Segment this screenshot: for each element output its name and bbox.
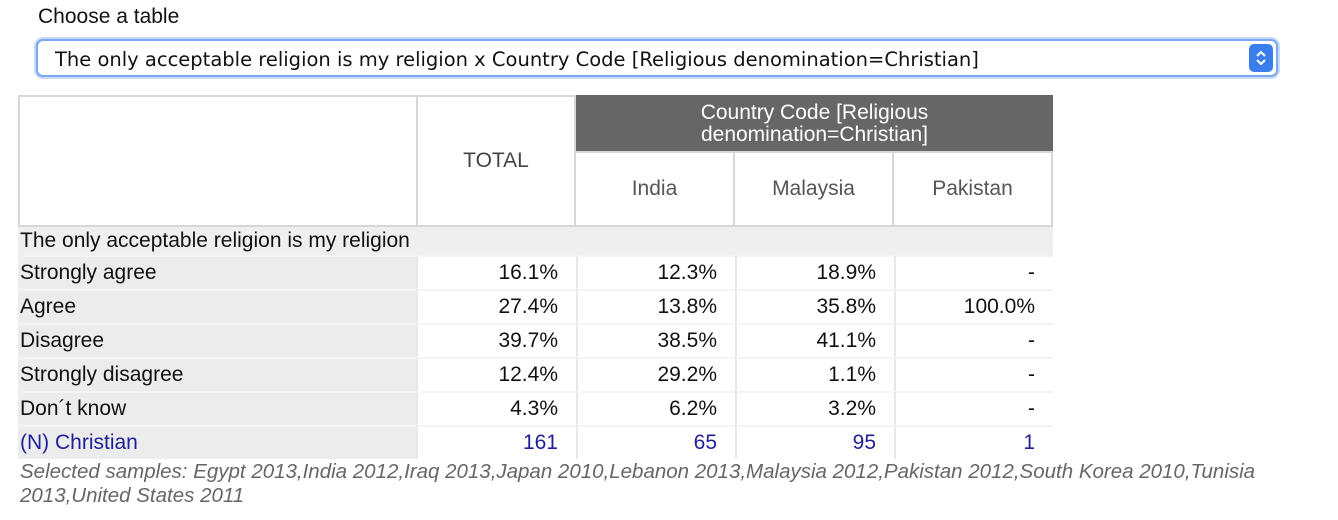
n-total: 161: [416, 425, 576, 459]
n-pakistan: 1: [894, 425, 1053, 459]
row-label: Strongly disagree: [18, 357, 416, 391]
row-label: Agree: [18, 289, 416, 323]
n-row-label: (N) Christian: [18, 425, 416, 459]
table-select-value: The only acceptable religion is my relig…: [55, 48, 979, 71]
table-row: Disagree 39.7% 38.5% 41.1% -: [18, 323, 1053, 357]
country-group-header-text: Country Code [Religious denomination=Chr…: [700, 101, 929, 146]
country-group-header: Country Code [Religious denomination=Chr…: [576, 95, 1053, 151]
cell-malaysia: 18.9%: [735, 255, 894, 289]
cell-pakistan: -: [894, 391, 1053, 425]
column-header-pakistan: Pakistan: [894, 151, 1053, 225]
row-label: Strongly agree: [18, 255, 416, 289]
column-header-india: India: [576, 151, 735, 225]
cell-total: 39.7%: [416, 323, 576, 357]
row-label: Disagree: [18, 323, 416, 357]
cell-india: 6.2%: [576, 391, 735, 425]
crosstab-table: TOTAL Country Code [Religious denominati…: [18, 95, 1053, 459]
cell-pakistan: -: [894, 323, 1053, 357]
selected-samples-note: Selected samples: Egypt 2013,India 2012,…: [20, 460, 1256, 507]
chevron-up-down-icon[interactable]: [1249, 44, 1273, 72]
table-row: Agree 27.4% 13.8% 35.8% 100.0%: [18, 289, 1053, 323]
choose-table-label: Choose a table: [38, 5, 180, 28]
cell-total: 12.4%: [416, 357, 576, 391]
cell-india: 29.2%: [576, 357, 735, 391]
cell-india: 38.5%: [576, 323, 735, 357]
cell-pakistan: -: [894, 357, 1053, 391]
cell-total: 27.4%: [416, 289, 576, 323]
variable-label-row: The only acceptable religion is my relig…: [18, 225, 1053, 255]
n-count-row: (N) Christian 161 65 95 1: [18, 425, 1053, 459]
cell-malaysia: 41.1%: [735, 323, 894, 357]
table-row: Don´t know 4.3% 6.2% 3.2% -: [18, 391, 1053, 425]
n-malaysia: 95: [735, 425, 894, 459]
table-row: Strongly disagree 12.4% 29.2% 1.1% -: [18, 357, 1053, 391]
column-header-malaysia: Malaysia: [735, 151, 894, 225]
total-column-header: TOTAL: [416, 95, 576, 225]
table-select[interactable]: The only acceptable religion is my relig…: [36, 39, 1278, 77]
cell-malaysia: 3.2%: [735, 391, 894, 425]
cell-pakistan: 100.0%: [894, 289, 1053, 323]
row-label: Don´t know: [18, 391, 416, 425]
n-india: 65: [576, 425, 735, 459]
cell-malaysia: 35.8%: [735, 289, 894, 323]
cell-total: 16.1%: [416, 255, 576, 289]
table-row: Strongly agree 16.1% 12.3% 18.9% -: [18, 255, 1053, 289]
table-corner: [18, 95, 416, 225]
cell-pakistan: -: [894, 255, 1053, 289]
cell-total: 4.3%: [416, 391, 576, 425]
cell-malaysia: 1.1%: [735, 357, 894, 391]
cell-india: 13.8%: [576, 289, 735, 323]
cell-india: 12.3%: [576, 255, 735, 289]
